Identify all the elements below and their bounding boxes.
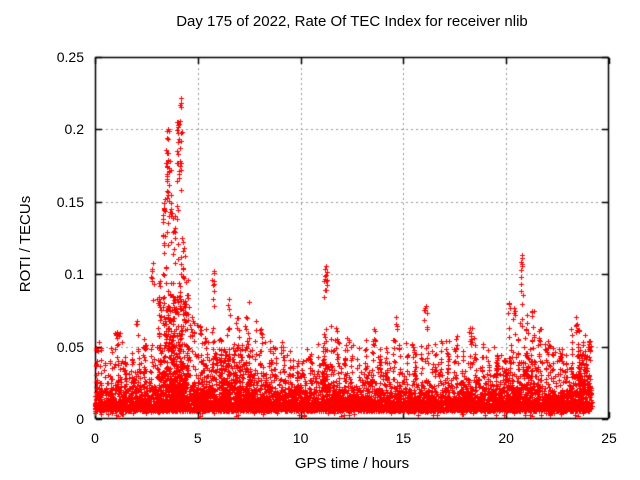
y-tick-label: 0.2: [64, 121, 84, 138]
y-tick-label: 0.25: [56, 49, 84, 65]
y-axis-label: ROTI / TECUs: [17, 195, 34, 293]
y-tick-label: 0.15: [56, 193, 84, 210]
x-tick-label: 15: [395, 430, 412, 446]
x-axis-label: GPS time / hours: [294, 455, 410, 472]
x-tick-label: 25: [601, 430, 617, 446]
x-tick-label: 10: [292, 430, 309, 446]
x-tick-label: 0: [91, 430, 99, 446]
y-tick-label: 0.1: [64, 266, 84, 283]
chart-title: Day 175 of 2022, Rate Of TEC Index for r…: [176, 13, 528, 30]
x-tick-label: 5: [193, 430, 202, 446]
y-tick-label: 0: [76, 411, 84, 427]
x-tick-label: 20: [498, 430, 514, 446]
y-tick-label: 0.05: [56, 338, 84, 355]
